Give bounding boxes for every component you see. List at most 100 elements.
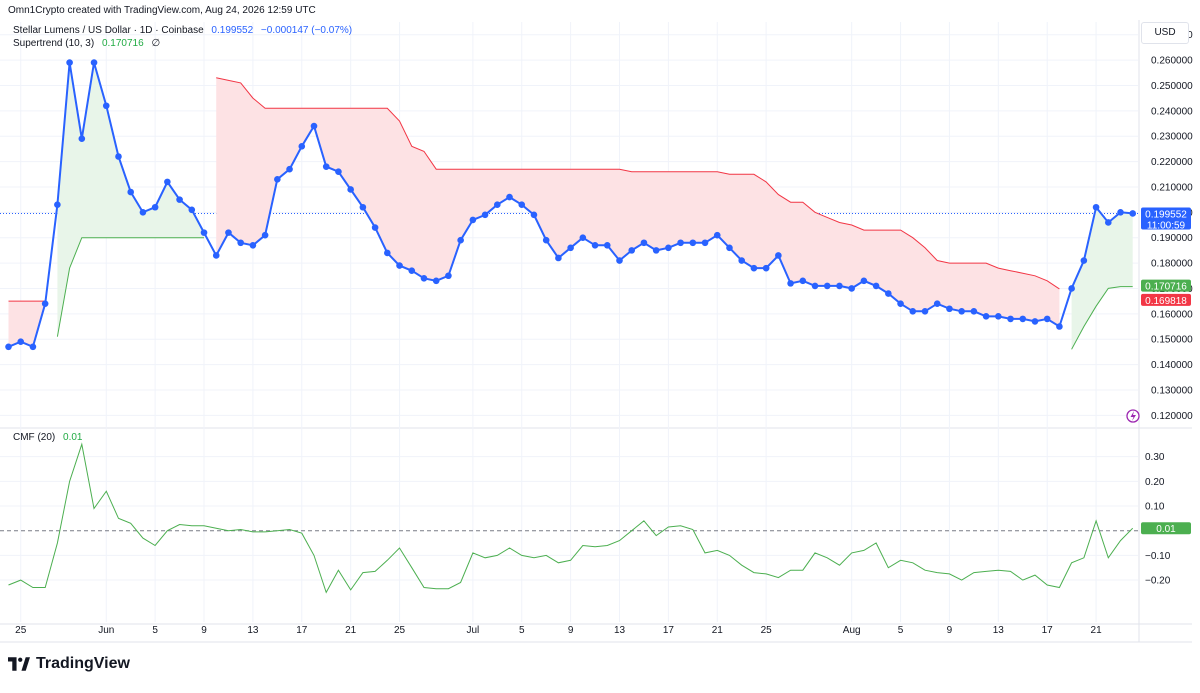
x-tick-label: 13	[247, 625, 259, 636]
x-tick-label: 17	[1042, 625, 1054, 636]
price-point	[29, 343, 37, 351]
price-point	[347, 186, 354, 193]
supertrend-legend[interactable]: Supertrend (10, 3) 0.170716 ∅	[13, 38, 160, 49]
price-point	[811, 282, 819, 290]
cmf-value-tag: 0.01	[1141, 522, 1191, 535]
y-tick-label: 0.140000	[1151, 360, 1193, 371]
price-point	[1105, 219, 1112, 226]
price-point	[1068, 285, 1075, 292]
y-tick-label: 0.220000	[1151, 157, 1193, 168]
tag-text: 11:00:59	[1147, 220, 1186, 231]
price-point	[225, 229, 232, 236]
price-point	[567, 244, 574, 252]
x-tick-label: 5	[152, 625, 158, 636]
price-point	[481, 211, 489, 219]
cmf-tick-label: 0.20	[1145, 477, 1165, 488]
price-point	[933, 300, 941, 307]
price-point	[188, 206, 196, 214]
price-point	[995, 313, 1002, 320]
y-tick-label: 0.180000	[1151, 259, 1193, 270]
symbol-legend[interactable]: Stellar Lumens / US Dollar · 1D · Coinba…	[13, 25, 352, 36]
x-tick-label: 21	[345, 625, 357, 636]
price-point	[237, 239, 244, 247]
price-point	[506, 193, 513, 201]
price-point	[457, 236, 464, 244]
x-tick-label: 5	[519, 625, 525, 636]
price-point	[909, 307, 917, 315]
price-point	[701, 239, 709, 247]
tag-text: 0.199552	[1145, 209, 1187, 220]
lightning-icon[interactable]	[1126, 409, 1140, 423]
cmf-tick-label: 0.30	[1145, 452, 1165, 463]
price-point	[726, 244, 733, 252]
chart-credit: Omn1Crypto created with TradingView.com,…	[8, 5, 316, 16]
price-point	[713, 231, 721, 239]
price-point	[41, 300, 49, 307]
symbol-name: Stellar Lumens / US Dollar · 1D · Coinba…	[13, 25, 204, 36]
price-point	[249, 242, 257, 249]
price-point	[1019, 315, 1027, 323]
price-point	[176, 196, 183, 203]
supertrend-label: Supertrend (10, 3)	[13, 38, 95, 49]
hidden-symbol-icon[interactable]: ∅	[151, 38, 161, 49]
price-point	[5, 343, 12, 351]
price-point	[371, 224, 379, 231]
currency-selector[interactable]: USD	[1141, 22, 1189, 44]
price-point	[432, 277, 440, 285]
cmf-value: 0.01	[63, 432, 83, 443]
x-tick-label: Aug	[843, 625, 861, 636]
x-tick-label: 25	[394, 625, 406, 636]
cmf-label: CMF (20)	[13, 432, 56, 443]
supertrend-value: 0.170716	[101, 38, 144, 49]
price-point	[677, 239, 684, 247]
y-tick-label: 0.150000	[1151, 335, 1193, 346]
price-point	[151, 203, 159, 211]
price-point	[787, 280, 794, 287]
price-point	[115, 153, 122, 160]
price-point	[1080, 257, 1088, 264]
cmf-legend[interactable]: CMF (20) 0.01	[13, 432, 82, 443]
brand[interactable]: TradingView	[8, 655, 130, 673]
price-point	[212, 252, 220, 259]
price-point	[542, 236, 550, 244]
y-tick-label: 0.210000	[1151, 182, 1193, 193]
supertrend-up-fill	[57, 62, 205, 337]
price-point	[274, 176, 281, 183]
price-point	[897, 300, 904, 307]
price-point	[1129, 210, 1137, 217]
y-tick-label: 0.240000	[1151, 106, 1193, 117]
cmf-tick-label: −0.20	[1145, 576, 1171, 587]
price-point	[652, 247, 660, 254]
price-point	[579, 234, 587, 241]
price-point	[322, 163, 330, 170]
price-point	[616, 257, 623, 264]
price-point	[445, 272, 452, 280]
y-tick-label: 0.190000	[1151, 233, 1193, 244]
price-point	[408, 267, 416, 274]
price-point	[665, 244, 672, 252]
price-point	[982, 313, 990, 320]
supertrend-down-fill	[216, 77, 1060, 327]
price-point	[628, 247, 636, 254]
y-tick-label: 0.230000	[1151, 132, 1193, 143]
price-point	[1007, 315, 1014, 323]
y-tick-label: 0.160000	[1151, 309, 1193, 320]
supertrend-up-tag: 0.170716	[1141, 279, 1191, 293]
price-point	[848, 285, 855, 292]
price-point	[640, 239, 648, 247]
price-point	[799, 277, 807, 285]
price-point	[335, 168, 342, 176]
price-point	[970, 307, 978, 315]
price-change: −0.000147 (−0.07%)	[260, 25, 353, 36]
price-point	[310, 122, 318, 130]
cmf-tick-label: −0.10	[1145, 551, 1171, 562]
price-point	[1092, 203, 1100, 211]
x-tick-label: 9	[568, 625, 574, 636]
tag-text: 0.01	[1156, 524, 1176, 535]
price-point	[1117, 209, 1124, 216]
x-tick-label: Jul	[466, 625, 479, 636]
price-point	[555, 254, 562, 262]
